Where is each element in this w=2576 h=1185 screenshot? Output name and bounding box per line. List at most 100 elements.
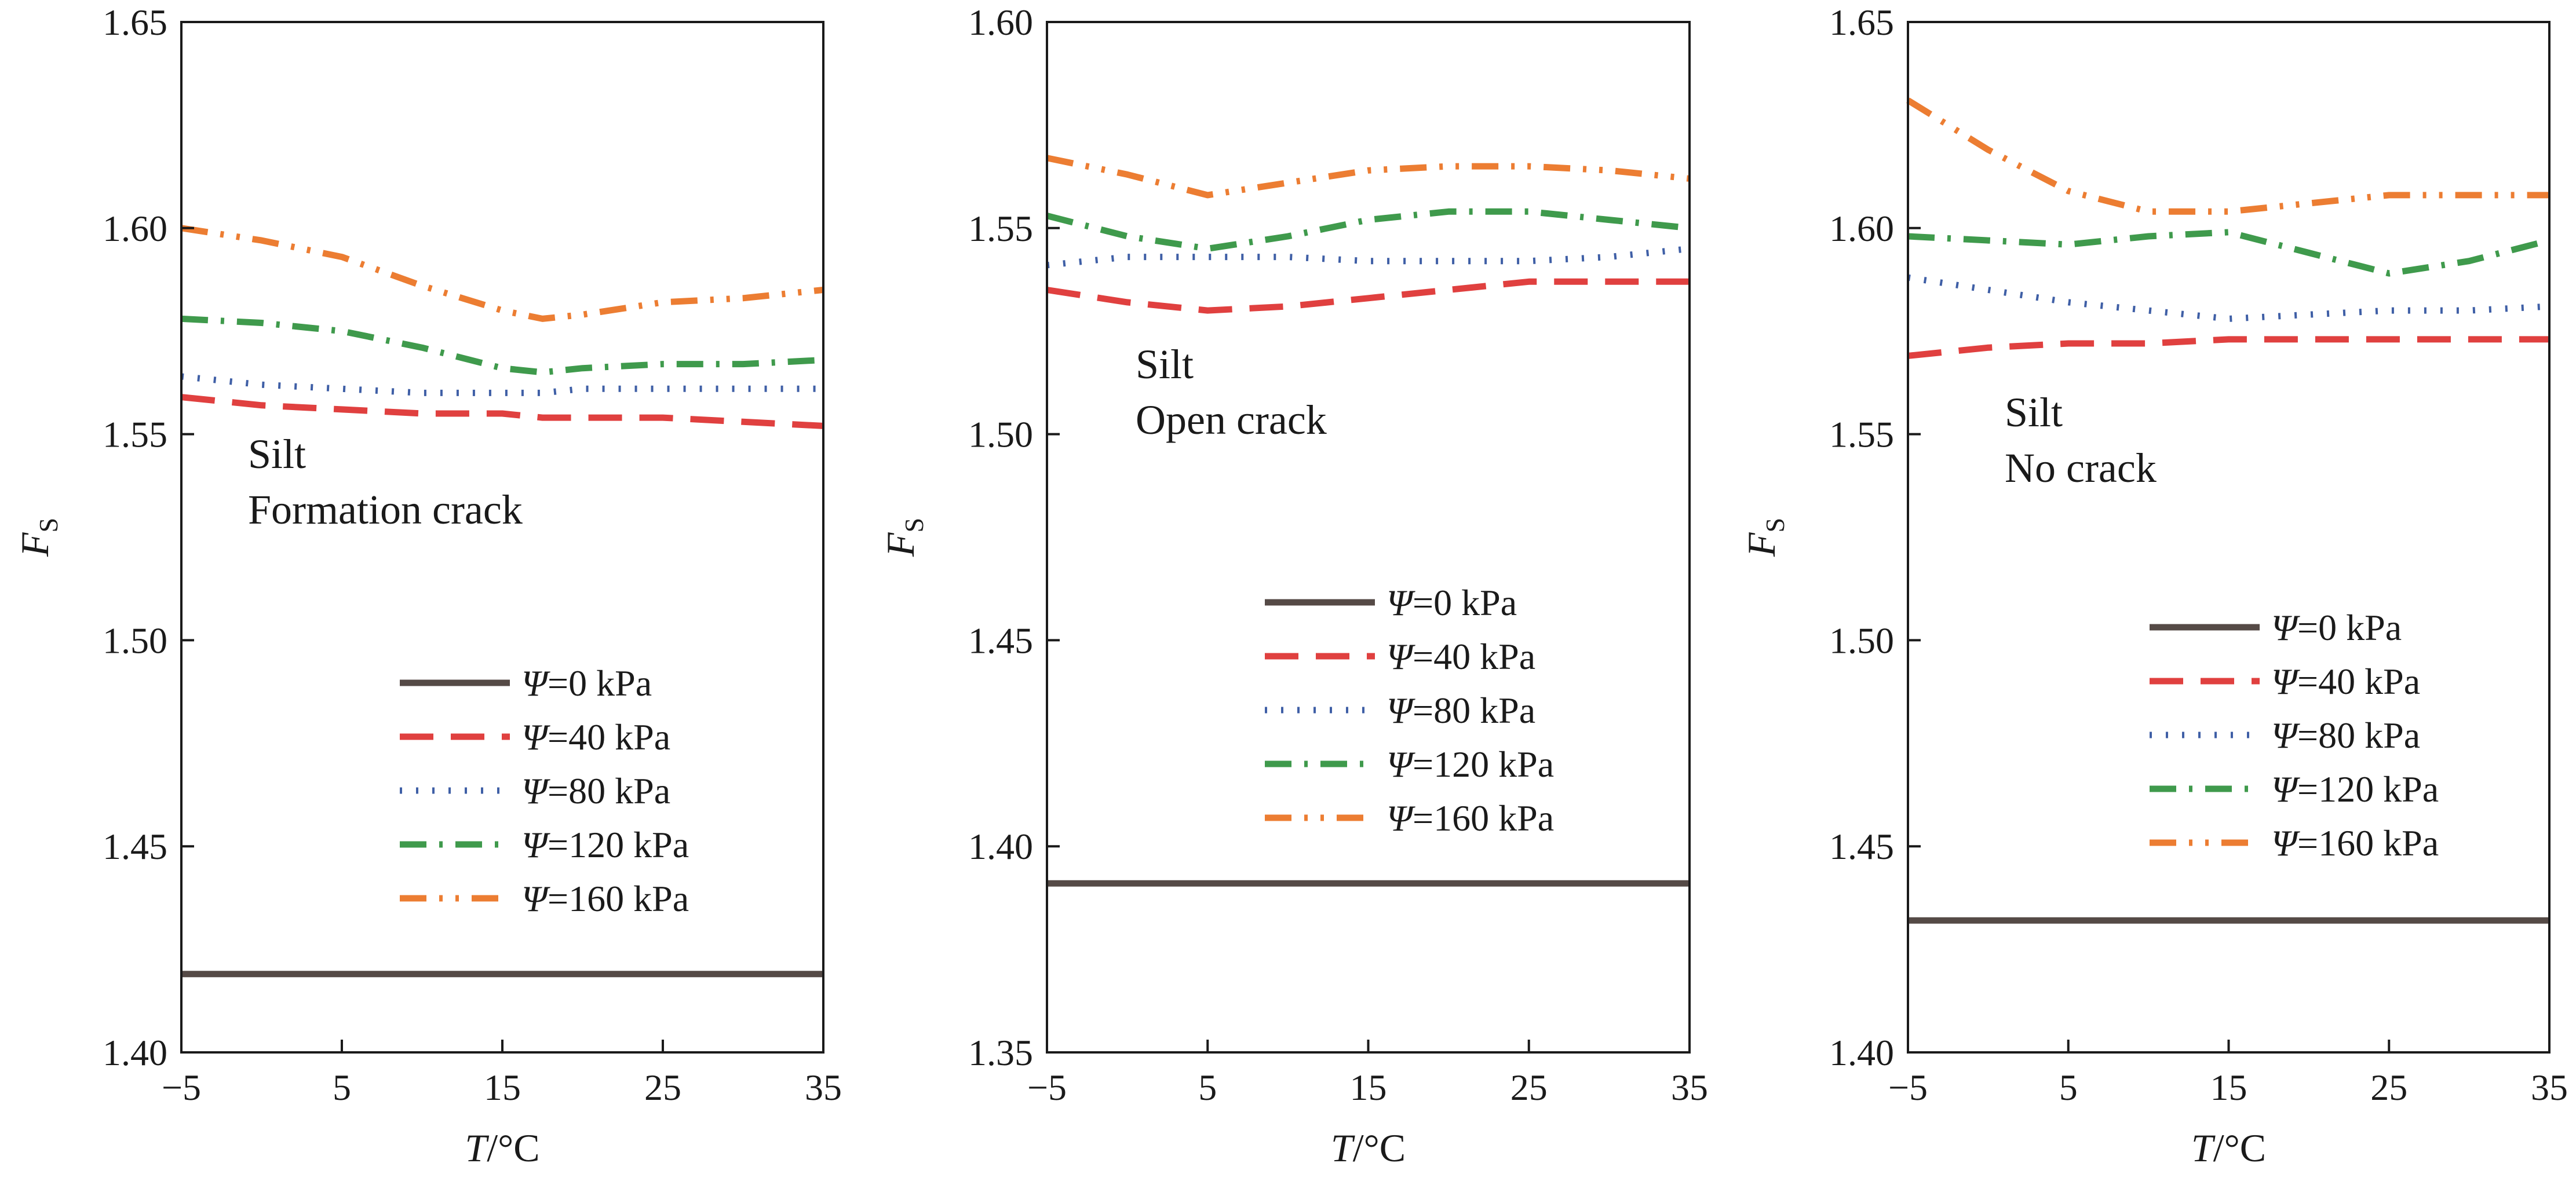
- x-tick-label: 5: [1198, 1067, 1217, 1108]
- panel-annotation: Open crack: [1136, 397, 1327, 443]
- legend-label-1: Ψ=0 kPa: [2271, 607, 2402, 648]
- x-tick-label: −5: [1888, 1067, 1928, 1108]
- legend-psi-symbol: Ψ: [521, 824, 550, 865]
- x-tick-label: 15: [1350, 1067, 1387, 1108]
- legend-value-text: =80 kPa: [2297, 715, 2420, 756]
- x-axis-unit: /°C: [487, 1126, 539, 1170]
- legend-label-4: Ψ=120 kPa: [2271, 769, 2439, 810]
- x-tick-label: −5: [1027, 1067, 1067, 1108]
- y-axis-variable: F: [1739, 532, 1783, 557]
- y-tick-label: 1.60: [968, 2, 1033, 43]
- series-line-dashdotdot-5: [1906, 97, 2549, 215]
- y-tick-label: 1.50: [1829, 620, 1894, 661]
- y-tick-label: 1.45: [103, 826, 167, 867]
- legend-value-text: =120 kPa: [2297, 769, 2439, 810]
- y-tick-label: 1.35: [968, 1032, 1033, 1073]
- legend-psi-symbol: Ψ: [521, 716, 550, 758]
- legend-psi-symbol: Ψ: [1386, 690, 1415, 731]
- legend-psi-symbol: Ψ: [2271, 822, 2300, 864]
- x-axis-label: T/°C: [2191, 1126, 2266, 1170]
- y-tick-label: 1.60: [1829, 208, 1894, 249]
- plot-frame: [1907, 21, 2551, 1054]
- y-tick-label: 1.40: [1829, 1032, 1894, 1073]
- legend-value-text: =40 kPa: [2297, 661, 2420, 702]
- legend-label-2: Ψ=40 kPa: [1386, 636, 1535, 677]
- legend-value-text: =80 kPa: [548, 770, 670, 811]
- legend-value-text: =0 kPa: [548, 663, 652, 704]
- series-line-dashed-2: [181, 394, 824, 429]
- series-line-dotted-3: [181, 373, 823, 396]
- legend-label-3: Ψ=80 kPa: [521, 770, 670, 811]
- legend-psi-symbol: Ψ: [2271, 769, 2300, 810]
- y-tick-label: 1.55: [1829, 414, 1894, 455]
- panel-annotation: No crack: [2005, 445, 2157, 491]
- legend-label-5: Ψ=160 kPa: [2271, 822, 2439, 864]
- legend-psi-symbol: Ψ: [1386, 744, 1415, 785]
- y-tick-label: 1.55: [968, 208, 1033, 249]
- panel-annotation: Formation crack: [248, 487, 523, 533]
- legend-psi-symbol: Ψ: [1386, 636, 1415, 677]
- series-line-dashdot-4: [181, 315, 824, 376]
- legend-psi-symbol: Ψ: [2271, 715, 2300, 756]
- x-axis-unit: /°C: [2213, 1126, 2266, 1170]
- x-axis-unit: /°C: [1353, 1126, 1406, 1170]
- x-tick-label: 35: [2531, 1067, 2568, 1108]
- series-line-dashdot-4: [1046, 208, 1690, 252]
- y-axis-variable: F: [13, 532, 57, 557]
- legend-value-text: =160 kPa: [548, 878, 689, 919]
- chart-panel-3: −5 5 15 25 351.401.451.501.551.601.65T/°CFSS…: [1739, 2, 2568, 1170]
- y-tick-label: 1.40: [103, 1032, 167, 1073]
- y-axis-subscript: S: [34, 518, 63, 533]
- legend-label-1: Ψ=0 kPa: [1386, 582, 1517, 623]
- y-tick-label: 1.45: [1829, 826, 1894, 867]
- legend-label-4: Ψ=120 kPa: [1386, 744, 1554, 785]
- legend-psi-symbol: Ψ: [1386, 582, 1415, 623]
- legend-label-1: Ψ=0 kPa: [521, 663, 652, 704]
- legend-label-3: Ψ=80 kPa: [2271, 715, 2420, 756]
- x-axis-label: T/°C: [465, 1126, 539, 1170]
- y-tick-label: 1.45: [968, 620, 1033, 661]
- legend-label-5: Ψ=160 kPa: [1386, 798, 1554, 839]
- legend-label-3: Ψ=80 kPa: [1386, 690, 1535, 731]
- x-tick-label: 25: [2370, 1067, 2407, 1108]
- panel-annotation: Silt: [2005, 389, 2063, 436]
- y-tick-label: 1.60: [103, 208, 167, 249]
- legend-value-text: =120 kPa: [1413, 744, 1554, 785]
- series-line-dashdot-4: [1907, 229, 2551, 277]
- series-line-dotted-3: [1907, 274, 2550, 322]
- legend-psi-symbol: Ψ: [2271, 607, 2300, 648]
- y-axis-label: FS: [13, 518, 63, 557]
- legend-value-text: =40 kPa: [1413, 636, 1535, 677]
- legend-label-5: Ψ=160 kPa: [521, 878, 689, 919]
- chart-panel-2: −5 5 15 25 351.351.401.451.501.551.60T/°CFSS…: [878, 2, 1708, 1170]
- series-line-dotted-3: [1046, 245, 1690, 269]
- x-tick-label: 5: [2059, 1067, 2078, 1108]
- series-line-dashed-2: [1907, 336, 2549, 359]
- series-line-dashdotdot-5: [1046, 155, 1690, 199]
- legend-value-text: =0 kPa: [2297, 607, 2402, 648]
- legend-label-2: Ψ=40 kPa: [521, 716, 670, 758]
- legend-value-text: =160 kPa: [2297, 822, 2439, 864]
- legend-label-4: Ψ=120 kPa: [521, 824, 689, 865]
- legend-value-text: =40 kPa: [548, 716, 670, 758]
- legend-psi-symbol: Ψ: [521, 878, 550, 919]
- y-tick-label: 1.40: [968, 826, 1033, 867]
- y-axis-subscript: S: [899, 518, 929, 533]
- x-tick-label: 15: [2210, 1067, 2247, 1108]
- x-tick-label: 25: [1510, 1067, 1548, 1108]
- x-tick-label: −5: [162, 1067, 201, 1108]
- legend-value-text: =120 kPa: [548, 824, 689, 865]
- x-axis-variable: T: [465, 1126, 489, 1170]
- x-tick-label: 5: [333, 1067, 351, 1108]
- chart-panel-1: −5 5 15 25 351.401.451.501.551.601.65T/°CFSS…: [13, 2, 842, 1170]
- series-line-dashed-2: [1046, 278, 1690, 314]
- legend-value-text: =160 kPa: [1413, 798, 1554, 839]
- panel-annotation: Silt: [1136, 341, 1194, 387]
- x-axis-variable: T: [1331, 1126, 1355, 1170]
- legend-value-text: =80 kPa: [1413, 690, 1535, 731]
- y-tick-label: 1.55: [103, 414, 167, 455]
